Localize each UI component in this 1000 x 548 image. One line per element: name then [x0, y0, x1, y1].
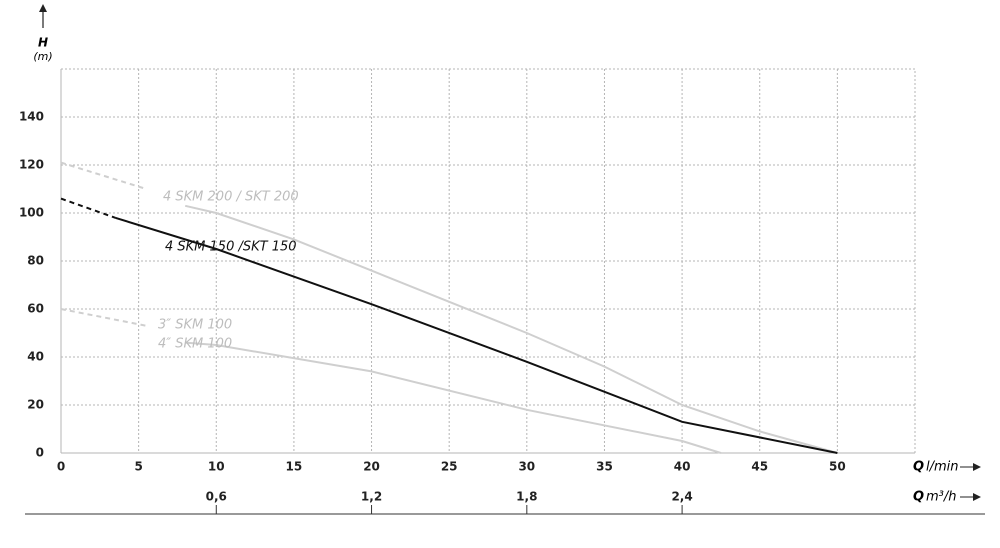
x2-tick-label: 2,4 [671, 490, 692, 504]
curve [60, 308, 147, 327]
x2-tick-label: 0,6 [206, 490, 227, 504]
y-tick-label: 60 [27, 302, 44, 316]
y-arrow-head [39, 4, 47, 12]
x-tick-label: 0 [57, 460, 65, 474]
y-tick-label: 20 [27, 398, 44, 412]
y-tick-label: 100 [19, 206, 44, 220]
curve [60, 161, 147, 190]
y-tick-label: 80 [27, 254, 44, 268]
curve-label: 3″ SKM 100 [158, 318, 232, 333]
curve-label: 4 SKM 150 /SKT 150 [165, 240, 297, 255]
curve-label: 4 SKM 200 / SKT 200 [163, 190, 299, 205]
x-tick-label: 15 [286, 460, 303, 474]
x-tick-label: 25 [441, 460, 458, 474]
y-tick-label: 40 [27, 350, 44, 364]
curve [185, 341, 722, 454]
x2-unit: m³/h [926, 490, 957, 505]
curve [115, 216, 838, 454]
x-label: Q [913, 460, 924, 475]
y-label: H [38, 36, 48, 50]
x-arrow-head [973, 463, 981, 471]
y-unit: (m) [33, 50, 52, 63]
x2-arrow-head [973, 493, 981, 501]
y-tick-label: 120 [19, 158, 44, 172]
x-tick-label: 5 [134, 460, 142, 474]
x-tick-label: 50 [829, 460, 846, 474]
x-tick-label: 40 [674, 460, 691, 474]
x-unit: l/min [926, 460, 959, 475]
x-tick-label: 30 [518, 460, 535, 474]
x-tick-label: 45 [751, 460, 768, 474]
curve [60, 197, 116, 219]
curve-label: 4″ SKM 100 [158, 337, 232, 352]
x-tick-label: 10 [208, 460, 225, 474]
y-tick-label: 0 [36, 446, 44, 460]
y-tick-label: 140 [19, 110, 44, 124]
x2-tick-label: 1,8 [516, 490, 537, 504]
x2-label: Q [913, 490, 924, 505]
x-tick-label: 20 [363, 460, 380, 474]
x-tick-label: 35 [596, 460, 613, 474]
x2-tick-label: 1,2 [361, 490, 382, 504]
curve [184, 204, 838, 454]
